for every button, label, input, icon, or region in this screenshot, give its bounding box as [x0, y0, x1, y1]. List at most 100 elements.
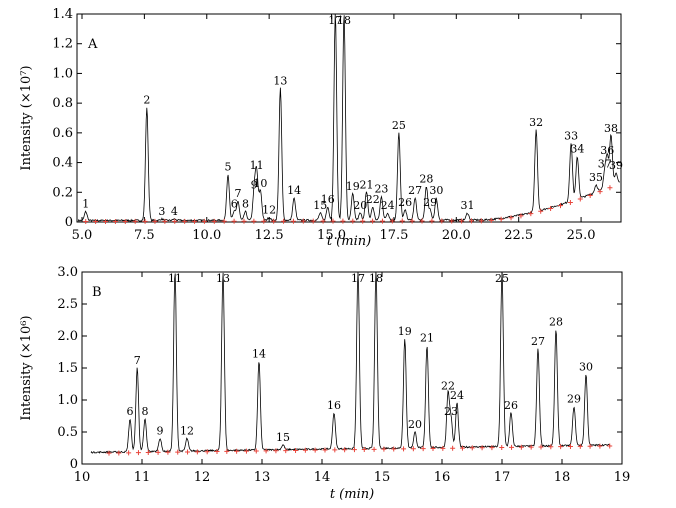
chromatogram-trace — [90, 271, 611, 454]
peak-label: 21 — [420, 332, 434, 345]
peak-label: 14 — [287, 184, 301, 197]
peak-label: 8 — [242, 198, 249, 211]
integration-marker — [106, 450, 112, 456]
x-tick-label: 22.5 — [504, 228, 533, 243]
integration-marker — [379, 218, 385, 224]
peak-label: 34 — [570, 143, 584, 156]
peak-label: 28 — [419, 172, 433, 185]
x-tick-label: 20.0 — [442, 228, 471, 243]
peak-label: 35 — [589, 171, 603, 184]
integration-marker — [182, 218, 188, 224]
integration-marker — [241, 218, 247, 224]
x-tick-label: 19 — [614, 470, 631, 485]
x-tick-label: 15.0 — [317, 228, 346, 243]
peak-label: 23 — [374, 183, 388, 196]
peak-label: 25 — [495, 272, 509, 285]
peak-label: 17 — [351, 272, 365, 285]
y-tick-label: 1.0 — [52, 66, 73, 81]
peak-label: 19 — [398, 325, 412, 338]
peak-label: 38 — [604, 122, 618, 135]
plot-frame — [76, 13, 622, 223]
peak-label: 21 — [359, 178, 373, 191]
integration-marker — [450, 445, 456, 451]
peak-label: 24 — [450, 389, 464, 402]
peak-label: 12 — [180, 424, 194, 437]
integration-marker — [557, 203, 563, 209]
integration-marker — [381, 446, 387, 452]
integration-marker — [401, 446, 407, 452]
integration-marker — [528, 211, 534, 217]
peak-label: 15 — [313, 199, 327, 212]
integration-marker — [162, 218, 168, 224]
x-tick-label: 12.5 — [255, 228, 284, 243]
integration-marker — [399, 218, 405, 224]
integration-marker — [322, 447, 328, 453]
peak-label: 12 — [262, 204, 276, 217]
integration-marker — [371, 446, 377, 452]
integration-marker — [489, 445, 495, 451]
integration-marker — [271, 218, 277, 224]
peak-label: 18 — [337, 14, 351, 27]
integration-marker — [508, 215, 514, 221]
x-tick-label: 12 — [194, 470, 211, 485]
x-tick-label: 13 — [254, 470, 271, 485]
y-axis-title: Intensity (×10⁶) — [19, 315, 34, 420]
peak-label: 11 — [250, 159, 264, 172]
integration-marker — [126, 450, 132, 456]
integration-marker — [350, 218, 356, 224]
peak-label: 26 — [504, 399, 518, 412]
peak-label: 1 — [82, 198, 89, 211]
integration-marker — [302, 447, 308, 453]
peak-label: 6 — [231, 198, 238, 211]
x-tick-label: 11 — [134, 470, 151, 485]
panel-label: B — [92, 285, 102, 300]
peak-label: 33 — [564, 129, 578, 142]
integration-marker — [577, 443, 583, 449]
peak-label: 25 — [392, 119, 406, 132]
peak-label: 10 — [253, 177, 267, 190]
integration-marker — [449, 218, 455, 224]
peak-label: 17 — [328, 14, 342, 27]
integration-marker — [103, 218, 109, 224]
integration-marker — [253, 448, 259, 454]
integration-marker — [224, 448, 230, 454]
integration-marker — [567, 199, 573, 205]
x-tick-label: 5.0 — [72, 228, 93, 243]
integration-marker — [361, 446, 367, 452]
integration-marker — [478, 218, 484, 224]
x-tick-label: 10.0 — [192, 228, 221, 243]
integration-marker — [567, 444, 573, 450]
x-tick-label: 14 — [314, 470, 331, 485]
integration-marker — [587, 192, 593, 198]
peak-label: 6 — [127, 405, 134, 418]
peak-label: 19 — [346, 180, 360, 193]
peak-label: 15 — [276, 431, 290, 444]
integration-marker — [518, 444, 524, 450]
y-axis-title: Intensity (×10⁷) — [19, 65, 34, 170]
integration-marker — [459, 445, 465, 451]
integration-marker — [145, 450, 151, 456]
x-tick-label: 25.0 — [567, 228, 596, 243]
peak-label: 2 — [143, 94, 150, 107]
peak-label: 22 — [441, 380, 455, 393]
peak-label: 13 — [216, 272, 230, 285]
peak-label: 5 — [224, 160, 231, 173]
integration-marker — [548, 206, 554, 212]
x-tick-label: 7.5 — [134, 228, 155, 243]
x-tick-label: 16 — [434, 470, 451, 485]
integration-marker — [204, 449, 210, 455]
integration-marker — [112, 218, 118, 224]
integration-marker — [439, 218, 445, 224]
integration-marker — [116, 450, 122, 456]
integration-marker — [293, 447, 299, 453]
integration-marker — [320, 218, 326, 224]
integration-marker — [468, 218, 474, 224]
peak-label: 24 — [381, 199, 395, 212]
integration-marker — [231, 218, 237, 224]
integration-marker — [135, 450, 141, 456]
peak-label: 30 — [429, 184, 443, 197]
integration-marker — [201, 218, 207, 224]
integration-marker — [214, 449, 220, 455]
integration-marker — [234, 448, 240, 454]
integration-marker — [607, 185, 613, 191]
